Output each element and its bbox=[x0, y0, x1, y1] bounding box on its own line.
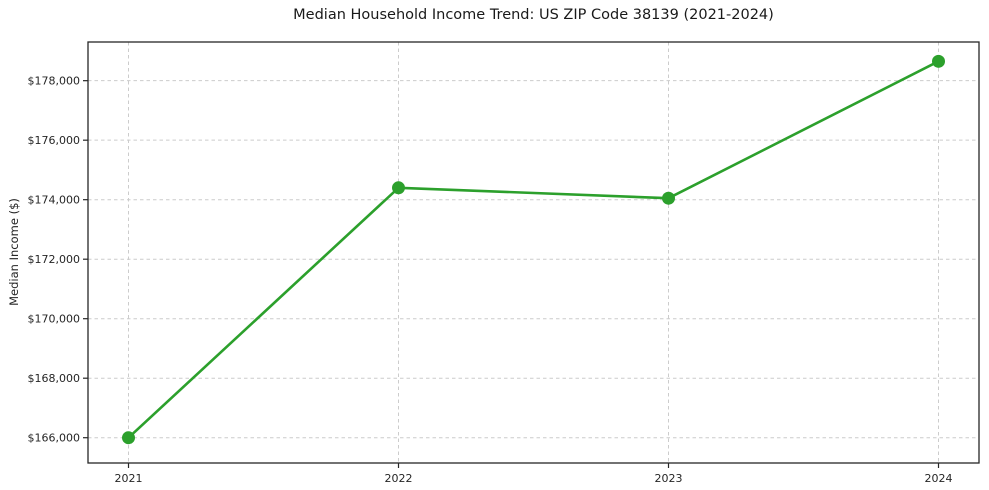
x-tick-label: 2023 bbox=[655, 472, 683, 485]
y-tick-label: $170,000 bbox=[28, 313, 81, 326]
y-tick-label: $174,000 bbox=[28, 194, 81, 207]
data-point-marker bbox=[122, 431, 135, 445]
data-point-marker bbox=[662, 191, 675, 205]
y-tick-label: $166,000 bbox=[28, 432, 81, 445]
y-tick-label: $168,000 bbox=[28, 372, 81, 385]
data-point-marker bbox=[932, 54, 945, 68]
chart-title: Median Household Income Trend: US ZIP Co… bbox=[293, 7, 774, 23]
x-tick-label: 2024 bbox=[925, 472, 953, 485]
y-tick-label: $178,000 bbox=[28, 75, 81, 88]
y-tick-label: $176,000 bbox=[28, 134, 81, 147]
x-tick-label: 2022 bbox=[385, 472, 413, 485]
plot-frame bbox=[87, 41, 980, 464]
data-point-marker bbox=[392, 181, 405, 195]
y-tick-label: $172,000 bbox=[28, 253, 81, 266]
trend-line bbox=[127, 60, 940, 440]
x-tick-label: 2021 bbox=[115, 472, 143, 485]
